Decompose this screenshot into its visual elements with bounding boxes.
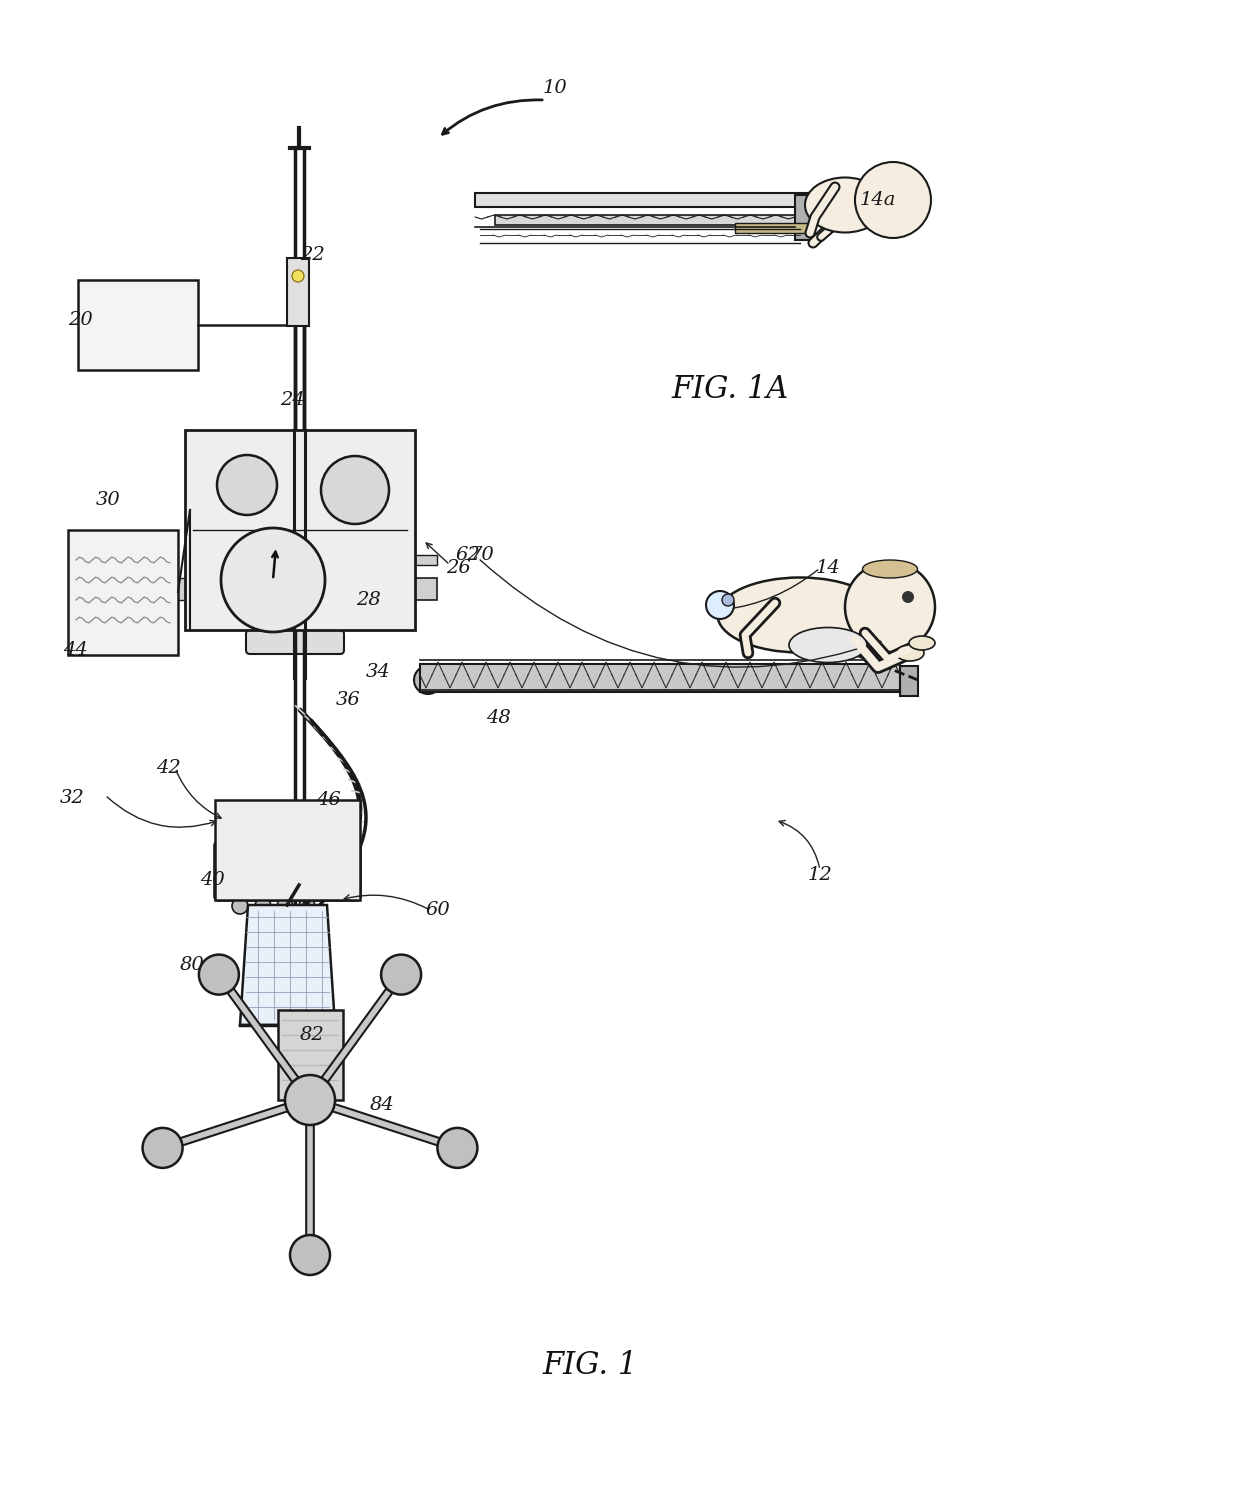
- Circle shape: [299, 898, 315, 915]
- Ellipse shape: [805, 178, 885, 232]
- Text: 60: 60: [425, 901, 450, 919]
- Bar: [185, 429, 415, 630]
- Text: 22: 22: [300, 246, 325, 264]
- Text: 24: 24: [280, 390, 304, 408]
- Text: 40: 40: [200, 871, 224, 889]
- Text: 32: 32: [60, 790, 84, 808]
- Circle shape: [291, 270, 304, 282]
- Text: 80: 80: [180, 955, 205, 974]
- Text: 82: 82: [300, 1026, 325, 1044]
- Text: 20: 20: [68, 310, 92, 329]
- Circle shape: [255, 898, 272, 915]
- Circle shape: [285, 1074, 335, 1126]
- Circle shape: [153, 1138, 172, 1157]
- Circle shape: [448, 1138, 467, 1157]
- Circle shape: [329, 463, 382, 517]
- Circle shape: [325, 857, 335, 867]
- Text: 48: 48: [486, 708, 511, 726]
- Circle shape: [143, 1127, 182, 1168]
- Circle shape: [422, 674, 434, 686]
- Text: 10: 10: [543, 78, 568, 96]
- Bar: [290, 307, 306, 313]
- Bar: [475, 193, 856, 206]
- Text: 12: 12: [807, 867, 832, 885]
- Text: 28: 28: [356, 591, 381, 609]
- Circle shape: [901, 591, 914, 603]
- Circle shape: [856, 161, 931, 238]
- Text: 46: 46: [316, 791, 340, 809]
- Circle shape: [347, 482, 363, 497]
- Bar: [279, 906, 295, 913]
- Bar: [735, 223, 810, 234]
- Text: 36: 36: [336, 692, 361, 708]
- Bar: [68, 530, 179, 656]
- Bar: [290, 298, 306, 304]
- Circle shape: [198, 954, 239, 995]
- Text: 26: 26: [445, 559, 470, 577]
- Circle shape: [223, 461, 272, 509]
- Circle shape: [391, 964, 412, 984]
- Circle shape: [290, 1236, 330, 1275]
- Circle shape: [228, 535, 317, 625]
- Bar: [215, 800, 360, 900]
- Text: 14: 14: [816, 559, 841, 577]
- Text: 84: 84: [370, 1096, 394, 1114]
- Text: 42: 42: [156, 760, 180, 778]
- Circle shape: [310, 857, 320, 867]
- Circle shape: [281, 515, 289, 524]
- Circle shape: [414, 666, 441, 695]
- Bar: [495, 216, 844, 225]
- Text: 30: 30: [95, 491, 120, 509]
- Ellipse shape: [789, 627, 867, 663]
- Text: 34: 34: [366, 663, 391, 681]
- Bar: [900, 666, 918, 696]
- Text: 70: 70: [470, 546, 495, 564]
- Circle shape: [309, 515, 317, 524]
- Circle shape: [438, 1127, 477, 1168]
- Circle shape: [277, 898, 293, 915]
- Text: 44: 44: [63, 640, 87, 659]
- Bar: [290, 288, 306, 294]
- FancyBboxPatch shape: [246, 630, 343, 654]
- Circle shape: [295, 515, 303, 524]
- Circle shape: [844, 562, 935, 653]
- Polygon shape: [241, 906, 335, 1025]
- Bar: [290, 277, 306, 283]
- Text: 62: 62: [455, 546, 480, 564]
- Circle shape: [722, 594, 734, 606]
- Circle shape: [217, 455, 277, 515]
- Circle shape: [321, 457, 389, 524]
- Bar: [278, 1010, 343, 1100]
- FancyBboxPatch shape: [215, 841, 361, 901]
- Bar: [167, 579, 185, 600]
- Bar: [286, 258, 309, 326]
- Bar: [795, 194, 815, 240]
- Bar: [78, 280, 198, 371]
- Bar: [224, 845, 290, 865]
- Circle shape: [232, 898, 248, 915]
- Bar: [415, 579, 436, 600]
- Bar: [290, 268, 306, 274]
- Circle shape: [381, 954, 422, 995]
- Ellipse shape: [718, 577, 883, 653]
- Bar: [415, 555, 436, 565]
- Ellipse shape: [897, 645, 924, 662]
- Text: 14a: 14a: [859, 191, 897, 209]
- Ellipse shape: [212, 478, 226, 491]
- Ellipse shape: [842, 598, 854, 616]
- Circle shape: [337, 515, 345, 524]
- Text: FIG. 1: FIG. 1: [542, 1349, 637, 1380]
- Ellipse shape: [909, 636, 935, 650]
- Circle shape: [268, 576, 278, 585]
- Circle shape: [208, 964, 229, 984]
- Bar: [420, 665, 900, 692]
- Circle shape: [300, 1245, 320, 1264]
- Circle shape: [322, 515, 331, 524]
- Circle shape: [221, 527, 325, 631]
- Bar: [190, 436, 410, 625]
- Circle shape: [706, 591, 734, 619]
- Circle shape: [295, 857, 305, 867]
- Ellipse shape: [863, 561, 918, 579]
- Text: FIG. 1A: FIG. 1A: [671, 375, 789, 405]
